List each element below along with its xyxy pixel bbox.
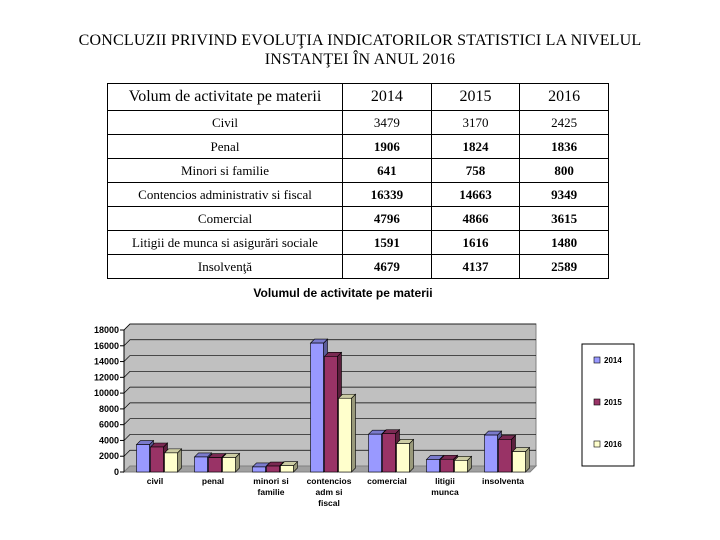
legend-label: 2014 <box>604 356 622 365</box>
bar-side <box>351 393 356 473</box>
x-tick-label: fiscal <box>318 498 340 508</box>
row-label: Litigii de munca si asigurări sociale <box>107 230 343 255</box>
y-tick-label: 4000 <box>99 435 119 445</box>
bar-2014 <box>368 433 382 473</box>
legend-label: 2016 <box>604 440 622 449</box>
row-label: Minori si familie <box>107 158 343 183</box>
table-header-cell: 2015 <box>430 83 521 111</box>
legend-swatch-2016 <box>593 440 601 448</box>
bar-2014 <box>136 444 150 473</box>
table-row: Contencios administrativ si fiscal 16339… <box>107 182 609 207</box>
table-row: Litigii de munca si asigurări sociale 15… <box>107 230 609 255</box>
table-row: Insolvenţă 4679 4137 2589 <box>107 254 609 279</box>
y-tick-label: 16000 <box>94 341 119 351</box>
x-tick-label: contencios <box>307 476 352 486</box>
legend-swatch-2014 <box>593 356 601 364</box>
y-tick-label: 18000 <box>94 325 119 335</box>
x-tick-label: minori si <box>253 476 288 486</box>
x-tick-label: penal <box>202 476 224 486</box>
bar-2016 <box>454 460 468 473</box>
bar-2015 <box>440 458 454 473</box>
bar-2015 <box>266 465 280 473</box>
legend-box <box>581 343 635 467</box>
x-tick-label: litigii <box>435 476 455 486</box>
gridline <box>123 339 536 347</box>
y-tick-label: 14000 <box>94 357 119 367</box>
y-tick-label: 6000 <box>99 420 119 430</box>
cell-2014: 3479 <box>342 110 432 135</box>
row-label: Insolvenţă <box>107 254 343 279</box>
bar-2015 <box>324 356 338 473</box>
table-header-row: Volum de activitate pe materii 2014 2015… <box>107 83 609 111</box>
activity-table: Volum de activitate pe materii 2014 2015… <box>107 83 609 279</box>
y-tick-label: 12000 <box>94 372 119 382</box>
row-label: Comercial <box>107 206 343 231</box>
page-title-line-2: INSTANŢEI ÎN ANUL 2016 <box>264 51 456 68</box>
x-tick-label: civil <box>147 476 164 486</box>
bar-2014 <box>426 459 440 473</box>
cell-2015: 3170 <box>430 110 521 135</box>
y-tick-label: 0 <box>114 467 119 477</box>
cell-2016: 800 <box>519 158 609 183</box>
bar-2014 <box>252 466 266 473</box>
bar-side <box>409 438 414 473</box>
y-tick-label: 10000 <box>94 388 119 398</box>
cell-2014: 1906 <box>342 134 432 159</box>
bar-2014 <box>484 434 498 473</box>
gridline <box>123 386 536 394</box>
cell-2015: 1616 <box>430 230 521 255</box>
legend-swatch-2015 <box>593 398 601 406</box>
x-tick-label: insolventa <box>482 476 524 486</box>
gridline <box>123 418 536 425</box>
cell-2016: 2589 <box>519 254 609 279</box>
table-header-cell: Volum de activitate pe materii <box>107 83 343 111</box>
gridline <box>123 370 536 378</box>
gridline <box>123 355 536 362</box>
cell-2016: 9349 <box>519 182 609 207</box>
gridline <box>123 323 536 331</box>
bar-2016 <box>280 465 294 473</box>
bar-2015 <box>150 446 164 473</box>
page-title: CONCLUZII PRIVIND EVOLUŢIA INDICATORILOR… <box>40 31 680 69</box>
bar-2014 <box>310 342 324 473</box>
cell-2016: 2425 <box>519 110 609 135</box>
chart-title: Volumul de activitate pe materii <box>253 286 432 300</box>
gridline <box>123 434 536 441</box>
page-title-line-1: CONCLUZII PRIVIND EVOLUŢIA INDICATORILOR… <box>78 32 642 49</box>
bar-2016 <box>512 451 526 473</box>
bar-2016 <box>396 443 410 473</box>
table-row: Civil 3479 3170 2425 <box>107 110 609 135</box>
x-tick-label: munca <box>431 487 459 497</box>
table-header-cell: 2016 <box>519 83 609 111</box>
cell-2015: 4866 <box>430 206 521 231</box>
x-tick-label: adm si <box>316 487 343 497</box>
y-tick-label: 8000 <box>99 404 119 414</box>
bar-2015 <box>498 439 512 473</box>
bar-2014 <box>194 456 208 473</box>
bar-2015 <box>208 457 222 473</box>
row-label: Civil <box>107 110 343 135</box>
bar-2016 <box>164 452 178 473</box>
bar-2016 <box>338 397 352 473</box>
cell-2016: 1480 <box>519 230 609 255</box>
cell-2014: 4796 <box>342 206 432 231</box>
x-tick-label: comercial <box>367 476 407 486</box>
cell-2015: 4137 <box>430 254 521 279</box>
gridline <box>123 402 536 410</box>
legend-label: 2015 <box>604 398 622 407</box>
x-tick-label: familie <box>258 487 285 497</box>
bar-2015 <box>382 433 396 473</box>
table-row: Minori si familie 641 758 800 <box>107 158 609 183</box>
y-tick-label: 2000 <box>99 451 119 461</box>
bar-2016 <box>222 457 236 473</box>
